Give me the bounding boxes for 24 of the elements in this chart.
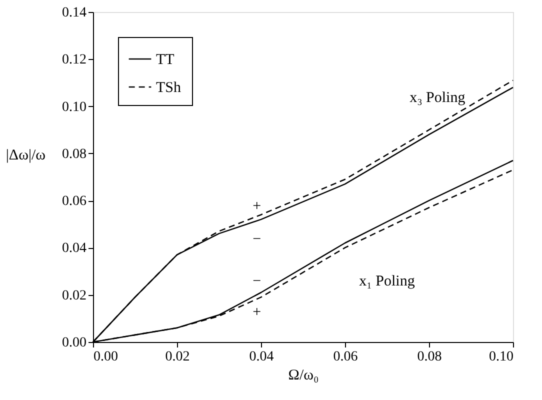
annotation: x₃ Poling — [410, 90, 466, 106]
y-tick-label: 0.12 — [62, 52, 86, 68]
y-tick-label: 0.14 — [62, 6, 86, 20]
y-tick-label: 0.10 — [62, 100, 86, 115]
y-tick-label: 0.02 — [62, 288, 86, 304]
annotation: − — [252, 231, 262, 248]
y-tick-label: 0.08 — [62, 146, 86, 162]
annotation: + — [252, 198, 262, 214]
y-axis-title: |Δω|/ω — [6, 148, 46, 164]
x-tick-label: 0.00 — [94, 350, 118, 364]
x-tick-label: 0.04 — [249, 350, 274, 364]
y-tick-label: 0.00 — [62, 336, 86, 350]
y-tick-label: 0.04 — [62, 241, 86, 256]
annotation: + — [252, 304, 262, 320]
x-tick-label: 0.06 — [333, 350, 358, 364]
x-tick-label: 0.02 — [165, 350, 190, 364]
x-tick-label: 0.08 — [417, 350, 442, 364]
legend-label: TT — [156, 52, 174, 68]
x-tick-label: 0.10 — [489, 350, 514, 364]
x-axis-title: Ω/ω₀ — [288, 368, 319, 384]
annotation: x₁ Poling — [359, 274, 416, 290]
legend-label: TSh — [156, 80, 182, 96]
y-tick-label: 0.06 — [62, 194, 86, 210]
annotation: − — [252, 274, 262, 290]
